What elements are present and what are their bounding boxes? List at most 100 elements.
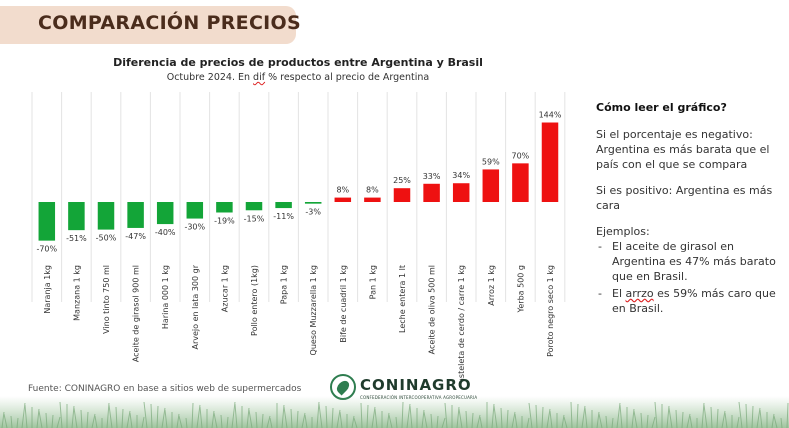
category-label: Poroto negro seco 1 kg [546, 265, 555, 357]
grass-blade [401, 401, 404, 428]
grass-blade [360, 402, 363, 428]
grass-blade [721, 410, 726, 428]
grass-blade [584, 407, 588, 428]
category-label: Arroz 1 kg [487, 265, 496, 306]
chart-title: Diferencia de precios de productos entre… [113, 56, 483, 69]
data-label: 144% [539, 111, 562, 120]
grass-blade [651, 416, 656, 428]
examples-label: Ejemplos: [596, 225, 650, 238]
category-label: Vino tinto 750 ml [102, 265, 111, 334]
grass-blade [269, 417, 273, 428]
grass-blade [86, 411, 89, 428]
grass-blade [406, 403, 411, 428]
grass-blade [24, 404, 28, 428]
grass-blade [493, 405, 498, 428]
grass-blade [756, 407, 761, 428]
grass-blade [465, 410, 468, 428]
grass-blade [10, 415, 13, 428]
grass-blade [353, 417, 358, 428]
grass-blade [631, 408, 635, 428]
subtitle-dif: dif [253, 72, 266, 83]
grass-blade [141, 416, 145, 428]
grass-blade [666, 405, 670, 428]
category-label: Aceite de girasol 900 ml [132, 265, 141, 362]
grass-blade [164, 409, 168, 428]
grass-blade [80, 409, 83, 428]
grass-blade [178, 415, 183, 428]
data-label: -50% [96, 234, 117, 243]
explanation-heading: Cómo leer el gráfico? [596, 101, 727, 114]
bar [97, 202, 115, 230]
data-label: 8% [336, 186, 349, 195]
grass-blade [546, 408, 551, 428]
grass-blade [45, 412, 48, 428]
grass-blade [246, 407, 250, 428]
header-band [0, 6, 296, 44]
grass-blade [535, 404, 538, 428]
grass-blade [563, 416, 568, 428]
grass-blade [325, 405, 328, 428]
grass-blade [290, 408, 293, 428]
grass-blade [759, 409, 763, 428]
grass-blade [91, 413, 96, 428]
bar [275, 202, 292, 209]
grass-blade [689, 415, 693, 428]
grass-blade [773, 415, 778, 428]
bar [216, 202, 233, 213]
category-label: Queso Muzzarella 1 kg [309, 265, 318, 355]
grass-blade [281, 404, 285, 428]
example-pre: El [612, 287, 626, 300]
grass-blade [479, 416, 483, 428]
grass-blade [526, 417, 530, 428]
bar [304, 202, 322, 204]
grass-blade [191, 402, 194, 428]
source-note: Fuente: CONINAGRO en base a sitios web d… [28, 384, 302, 394]
category-label: Aceite de oliva 500 ml [428, 265, 437, 354]
grass-blade [38, 410, 43, 428]
grass-blade [59, 401, 63, 428]
data-label: -11% [273, 212, 294, 221]
data-label: -19% [214, 216, 235, 225]
grass-blade [423, 411, 428, 428]
grass-blade [56, 416, 61, 428]
grass-blade [71, 405, 75, 428]
grass-blade [211, 410, 215, 428]
example-typo: arrzo [625, 287, 654, 300]
grass-decoration [0, 396, 789, 428]
grass-blade [331, 407, 334, 428]
data-label: 25% [393, 176, 411, 185]
bar [364, 197, 381, 202]
grass-blade [234, 403, 238, 428]
grass-blade [220, 414, 223, 428]
category-label: Leche entera 1 lt [398, 265, 407, 333]
category-label: Pollo entero (1kg) [250, 265, 259, 336]
grass-blade [605, 415, 608, 428]
category-label: Casteleta de cerdo / carre 1 kg [457, 265, 466, 380]
grass-blade [388, 414, 393, 428]
grass-blade [458, 408, 463, 428]
grass-blade [476, 414, 481, 428]
grass-blade [640, 412, 643, 428]
grass-blade [301, 412, 306, 428]
example-rest: es 59% más caro que en Brasil. [612, 287, 776, 315]
grass-blade [255, 411, 258, 428]
explanation-negative: Si el porcentaje es negativo: Argentina … [596, 128, 770, 171]
grass-blade [283, 406, 288, 428]
grass-blade [371, 406, 376, 428]
bar [68, 202, 85, 231]
grass-blade [261, 413, 264, 428]
grass-blade [681, 411, 684, 428]
grass-blade [771, 413, 775, 428]
grass-blade [51, 414, 54, 428]
grass-blade [786, 402, 789, 428]
grass-blade [686, 413, 691, 428]
grass-blade [491, 403, 495, 428]
bar [452, 183, 470, 202]
grass-blade [738, 401, 743, 428]
grass-blade [16, 417, 19, 428]
grass-blade [94, 415, 98, 428]
grass-blade [619, 404, 623, 428]
grass-blade [336, 409, 341, 428]
grass-blade [366, 404, 369, 428]
grass-blade [561, 414, 565, 428]
